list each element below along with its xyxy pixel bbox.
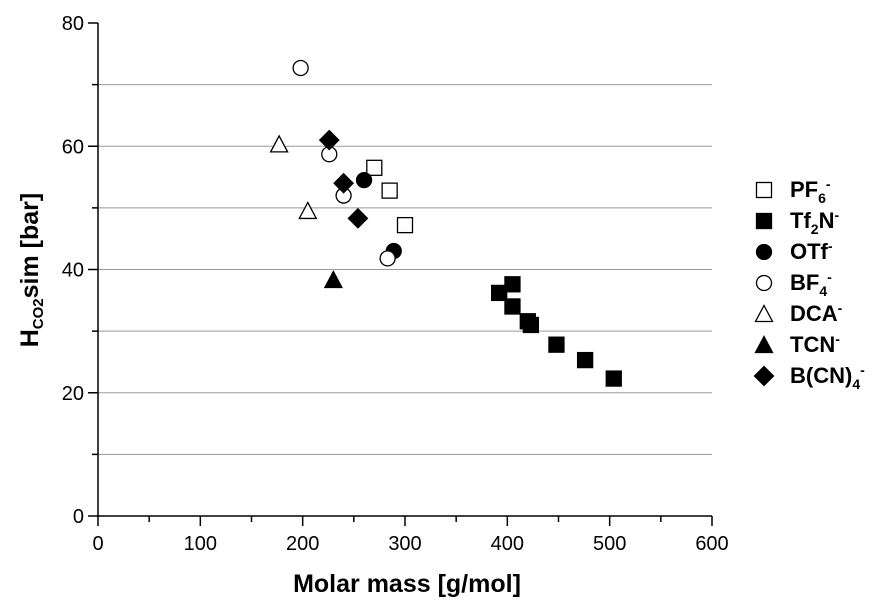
y-tick-label-40: 40 [62,260,84,282]
legend-label-sub: 4 [852,376,860,392]
point-bf4-4 [379,250,396,267]
legend-label-sup: - [860,362,865,378]
point-pf6-2 [381,182,398,199]
legend-label-base: DCA [790,301,838,326]
legend-label-bf4: BF4- [790,269,832,299]
legend-label-base: OTf [790,239,829,264]
point-tf2n-8 [605,370,622,387]
x-tick-label-0: 0 [92,533,103,555]
point-tf2n-2 [504,276,521,293]
legend-label-sub: 4 [819,283,827,299]
point-b-cn-4-1 [318,129,340,151]
x-tick-label-200: 200 [286,533,319,555]
point-tcn-1 [323,270,343,289]
point-pf6-3 [396,216,414,234]
legend-label-tail: N [819,208,835,233]
y-axis-title: HCO2sim [bar] [16,193,47,348]
y-tick-label-0: 0 [73,506,84,528]
x-tick-label-300: 300 [388,533,421,555]
legend-item-b-cn-4: B(CN)4- [753,362,865,392]
legend-label-sup: - [826,176,831,192]
point-dca-1 [269,134,289,153]
series-b-cn-4 [318,129,369,229]
y-tick-label-20: 20 [62,383,84,405]
legend-label-base: BF [790,270,819,295]
point-pf6-1 [366,159,383,176]
legend-label-pf6: PF6- [790,176,831,206]
x-tick-label-600: 600 [695,533,728,555]
y-axis-title-rest: sim [bar] [16,193,44,299]
legend-label-dca: DCA- [790,300,843,326]
point-b-cn-4-3 [347,207,369,229]
point-tf2n-6 [548,336,565,353]
legend-marker-b-cn-4 [753,365,775,387]
point-otf-1 [355,171,373,189]
legend-marker-tf2n [755,212,773,230]
legend-item-tcn: TCN- [754,331,840,357]
legend-label-base: B(CN) [790,363,852,388]
legend-item-tf2n: Tf2N- [755,207,839,237]
series-tf2n [490,276,622,387]
legend-marker-dca [754,304,774,323]
point-tf2n-5 [522,316,540,334]
legend-marker-bf4 [755,274,773,292]
y-axis-title-main: H [16,329,44,347]
legend-label-tcn: TCN- [790,331,840,357]
series-pf6 [366,159,414,234]
series-bf4 [292,59,396,267]
point-dca-2 [298,201,318,220]
point-b-cn-4-2 [333,172,355,194]
y-tick-label-60: 60 [62,136,84,158]
legend-label-sup: - [838,300,843,316]
legend-label-base: TCN [790,332,835,357]
data-points [269,59,622,387]
legend-label-sup: - [828,238,833,254]
axes [97,23,712,517]
series-dca [269,134,318,220]
legend-label-sup: - [835,331,840,347]
axis-ticks [88,22,713,526]
legend-marker-otf [755,243,773,261]
legend-item-bf4: BF4- [755,269,832,299]
x-tick-label-400: 400 [491,533,524,555]
legend-label-b-cn-4: B(CN)4- [790,362,865,392]
legend-label-sub: 2 [811,221,819,237]
x-axis-title: Molar mass [g/mol] [293,570,521,598]
y-axis-title-sub: CO2 [30,298,47,329]
x-tick-label-100: 100 [184,533,217,555]
legend-item-dca: DCA- [754,300,843,326]
legend-label-sub: 6 [818,190,826,206]
point-tf2n-3 [504,298,521,315]
legend-marker-pf6 [755,181,773,199]
legend: PF6-Tf2N-OTf-BF4-DCA-TCN-B(CN)4- [753,176,865,392]
legend-label-sup: - [834,207,839,223]
legend-marker-tcn [754,335,774,354]
series-tcn [323,270,343,289]
legend-label-otf: OTf- [790,238,833,264]
legend-item-otf: OTf- [755,238,833,264]
point-tf2n-1 [490,284,508,302]
tick-labels: 0 20 40 60 80 0 100 200 300 400 500 600 [62,13,729,555]
point-bf4-1 [292,59,309,77]
point-tf2n-7 [576,351,594,369]
legend-label-base: Tf [790,208,811,233]
x-tick-label-500: 500 [593,533,626,555]
legend-item-pf6: PF6- [755,176,831,206]
legend-label-sup: - [827,269,832,285]
legend-label-base: PF [790,177,818,202]
legend-label-tf2n: Tf2N- [790,207,839,237]
gridlines [98,84,712,455]
y-tick-label-80: 80 [62,13,84,35]
